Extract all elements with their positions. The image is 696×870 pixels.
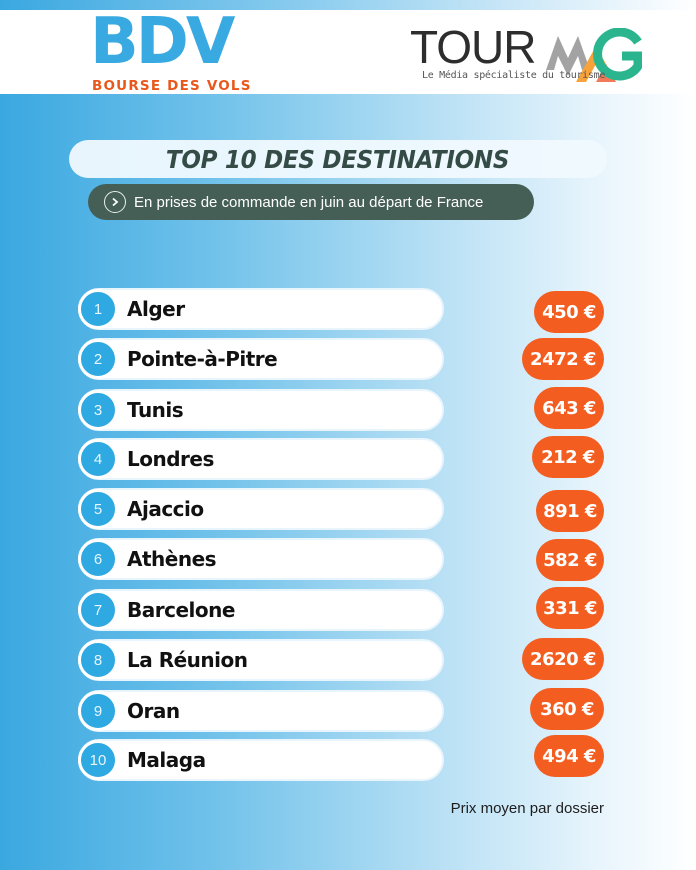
city-name: Malaga xyxy=(127,748,206,772)
city-name: Barcelone xyxy=(127,598,235,622)
bdv-logo-tagline: BOURSE DES VOLS xyxy=(92,78,252,94)
rank-badge: 5 xyxy=(78,489,118,529)
rank-badge: 1 xyxy=(78,289,118,329)
price-badge: 891 € xyxy=(536,490,604,532)
city-name: Alger xyxy=(127,297,185,321)
city-name: Pointe-à-Pitre xyxy=(127,347,278,371)
price-badge: 360 € xyxy=(530,688,604,730)
city-name: Ajaccio xyxy=(127,497,204,521)
rank-badge: 8 xyxy=(78,640,118,680)
tourmag-logo-tagline: Le Média spécialiste du tourisme xyxy=(422,70,606,81)
list-item: 1 Alger xyxy=(78,288,444,330)
tourmag-mag-icon xyxy=(546,28,642,82)
list-item: 5 Ajaccio xyxy=(78,488,444,530)
subtitle-text: En prises de commande en juin au départ … xyxy=(134,193,484,211)
chevron-right-circle-icon xyxy=(104,191,126,213)
price-badge: 643 € xyxy=(534,387,604,429)
rank-badge: 2 xyxy=(78,339,118,379)
tourmag-logo-word: TOUR xyxy=(410,21,536,73)
list-item: 2 Pointe-à-Pitre xyxy=(78,338,444,380)
page-title: TOP 10 DES DESTINATIONS xyxy=(166,144,510,174)
list-item: 6 Athènes xyxy=(78,538,444,580)
city-name: Oran xyxy=(127,699,180,723)
city-name: Londres xyxy=(127,447,214,471)
list-item: 4 Londres xyxy=(78,438,444,480)
price-badge: 450 € xyxy=(534,291,604,333)
price-badge: 2620 € xyxy=(522,638,604,680)
list-item: 10 Malaga xyxy=(78,739,444,781)
city-name: Athènes xyxy=(127,547,217,571)
list-item: 3 Tunis xyxy=(78,389,444,431)
list-item: 9 Oran xyxy=(78,690,444,732)
rank-badge: 3 xyxy=(78,390,118,430)
list-item: 8 La Réunion xyxy=(78,639,444,681)
bdv-logo-mark: BDV xyxy=(90,5,235,79)
bdv-logo: BDV BOURSE DES VOLS xyxy=(90,5,262,94)
tourmag-logo: TOUR Le Média spécialiste du tourisme xyxy=(410,21,642,86)
footnote: Prix moyen par dossier xyxy=(450,800,604,817)
header-logos: BDV BOURSE DES VOLS TOUR Le Média spécia… xyxy=(0,10,696,94)
subtitle-banner: En prises de commande en juin au départ … xyxy=(88,184,534,220)
rank-badge: 7 xyxy=(78,590,118,630)
price-badge: 331 € xyxy=(536,587,604,629)
top-gradient-strip xyxy=(0,0,696,10)
price-badge: 582 € xyxy=(536,539,604,581)
rank-badge: 10 xyxy=(78,740,118,780)
city-name: Tunis xyxy=(127,398,184,422)
rank-badge: 6 xyxy=(78,539,118,579)
city-name: La Réunion xyxy=(127,648,248,672)
price-badge: 2472 € xyxy=(522,338,604,380)
price-badge: 494 € xyxy=(534,735,604,777)
price-badge: 212 € xyxy=(532,436,604,478)
title-banner: TOP 10 DES DESTINATIONS xyxy=(69,140,607,178)
list-item: 7 Barcelone xyxy=(78,589,444,631)
rank-badge: 4 xyxy=(78,439,118,479)
rank-badge: 9 xyxy=(78,691,118,731)
